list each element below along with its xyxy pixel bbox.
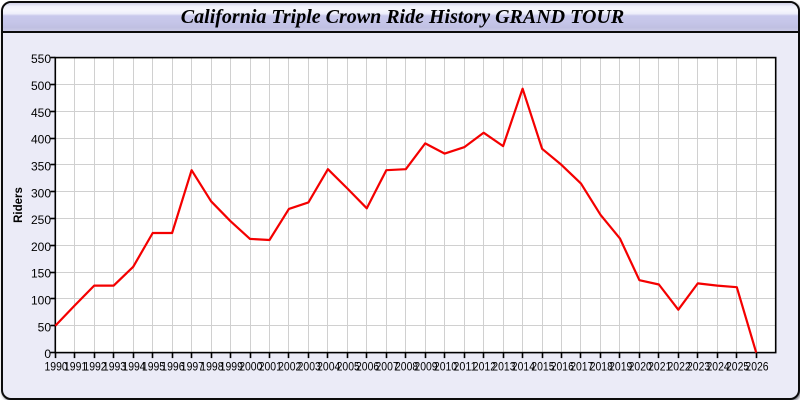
svg-text:1997: 1997 bbox=[181, 359, 204, 373]
svg-text:2019: 2019 bbox=[609, 359, 632, 373]
svg-text:1993: 1993 bbox=[103, 359, 126, 373]
svg-text:2015: 2015 bbox=[531, 359, 554, 373]
svg-text:2003: 2003 bbox=[298, 359, 321, 373]
svg-text:500: 500 bbox=[31, 79, 51, 93]
svg-text:200: 200 bbox=[31, 240, 51, 254]
svg-text:550: 550 bbox=[31, 52, 51, 66]
svg-text:1995: 1995 bbox=[142, 359, 165, 373]
svg-text:2004: 2004 bbox=[317, 359, 340, 373]
svg-text:1999: 1999 bbox=[220, 359, 243, 373]
svg-text:2023: 2023 bbox=[687, 359, 710, 373]
svg-text:1991: 1991 bbox=[64, 359, 87, 373]
svg-text:2007: 2007 bbox=[376, 359, 399, 373]
svg-text:50: 50 bbox=[38, 320, 52, 334]
svg-text:2013: 2013 bbox=[492, 359, 515, 373]
svg-text:2020: 2020 bbox=[629, 359, 652, 373]
svg-text:1990: 1990 bbox=[45, 359, 68, 373]
svg-text:2002: 2002 bbox=[278, 359, 301, 373]
svg-text:2005: 2005 bbox=[337, 359, 360, 373]
svg-text:1998: 1998 bbox=[200, 359, 223, 373]
svg-text:300: 300 bbox=[31, 186, 51, 200]
svg-text:2001: 2001 bbox=[259, 359, 282, 373]
svg-text:2026: 2026 bbox=[745, 359, 768, 373]
svg-text:2025: 2025 bbox=[726, 359, 749, 373]
svg-text:2018: 2018 bbox=[590, 359, 613, 373]
svg-text:2014: 2014 bbox=[512, 359, 535, 373]
svg-text:350: 350 bbox=[31, 160, 51, 174]
svg-text:2010: 2010 bbox=[434, 359, 457, 373]
svg-text:1992: 1992 bbox=[83, 359, 106, 373]
svg-text:2008: 2008 bbox=[395, 359, 418, 373]
svg-text:2021: 2021 bbox=[648, 359, 671, 373]
svg-text:150: 150 bbox=[31, 267, 51, 281]
svg-text:250: 250 bbox=[31, 213, 51, 227]
svg-text:2017: 2017 bbox=[570, 359, 593, 373]
svg-text:2009: 2009 bbox=[414, 359, 437, 373]
svg-text:400: 400 bbox=[31, 133, 51, 147]
svg-text:2000: 2000 bbox=[239, 359, 262, 373]
svg-text:2011: 2011 bbox=[453, 359, 476, 373]
svg-text:0: 0 bbox=[44, 347, 51, 361]
svg-text:2024: 2024 bbox=[707, 359, 730, 373]
svg-text:450: 450 bbox=[31, 106, 51, 120]
svg-text:2016: 2016 bbox=[551, 359, 574, 373]
svg-text:100: 100 bbox=[31, 294, 51, 308]
svg-text:1996: 1996 bbox=[161, 359, 184, 373]
svg-text:2022: 2022 bbox=[668, 359, 691, 373]
svg-text:2006: 2006 bbox=[356, 359, 379, 373]
svg-text:1994: 1994 bbox=[122, 359, 145, 373]
svg-text:Riders: Riders bbox=[13, 187, 25, 223]
svg-text:2012: 2012 bbox=[473, 359, 496, 373]
